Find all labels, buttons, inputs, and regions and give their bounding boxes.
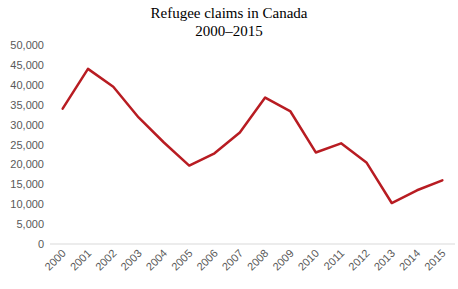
chart-svg: Refugee claims in Canada 2000–2015 0 5,000 1… — [0, 0, 458, 289]
x-tick-label: 2006 — [194, 247, 220, 273]
y-tick-label: 45,000 — [10, 59, 44, 71]
x-axis-line — [50, 244, 455, 245]
y-tick-label: 35,000 — [10, 99, 44, 111]
tick-mark — [47, 104, 50, 105]
x-tick-label: 2011 — [321, 247, 346, 272]
tick-mark — [47, 184, 50, 185]
tick-mark — [47, 244, 50, 245]
title: Refugee claims in Canada — [150, 5, 307, 21]
subtitle: 2000–2015 — [195, 23, 263, 39]
tick-mark — [47, 224, 50, 225]
y-tick-label: 0 — [38, 238, 44, 250]
y-tick-label: 40,000 — [10, 79, 44, 91]
x-tick-label: 2014 — [397, 247, 423, 273]
x-tick-label: 2002 — [93, 247, 119, 273]
data-line — [63, 69, 443, 203]
x-tick-label: 2000 — [42, 247, 68, 273]
tick-mark — [47, 124, 50, 125]
x-tick-label: 2010 — [295, 247, 321, 273]
y-tick-label: 20,000 — [10, 158, 44, 170]
x-tick-label: 2007 — [219, 247, 245, 273]
x-tick-label: 2015 — [422, 247, 448, 273]
x-tick-label: 2003 — [118, 247, 144, 273]
tick-mark — [47, 45, 50, 46]
y-tick-label: 10,000 — [10, 198, 44, 210]
x-tick-label: 2009 — [270, 247, 296, 273]
y-tick-label: 50,000 — [10, 39, 44, 51]
y-tick-label: 5,000 — [16, 218, 44, 230]
x-tick-label: 2008 — [245, 247, 271, 273]
tick-mark — [47, 164, 50, 165]
y-tick-label: 15,000 — [10, 178, 44, 190]
plot-area — [63, 69, 443, 203]
y-tick-label: 25,000 — [10, 139, 44, 151]
tick-mark — [47, 84, 50, 85]
tick-mark — [47, 204, 50, 205]
chart-container: Refugee claims in Canada 2000–2015 0 5,000 1… — [0, 0, 458, 289]
tick-mark — [47, 64, 50, 65]
x-tick-label: 2004 — [144, 247, 170, 273]
tick-mark — [47, 144, 50, 145]
y-tick-label: 30,000 — [10, 119, 44, 131]
x-tick-label: 2001 — [68, 247, 94, 273]
x-tick-label: 2012 — [346, 247, 372, 273]
x-tick-label: 2005 — [169, 247, 195, 273]
x-tick-label: 2013 — [371, 247, 397, 273]
